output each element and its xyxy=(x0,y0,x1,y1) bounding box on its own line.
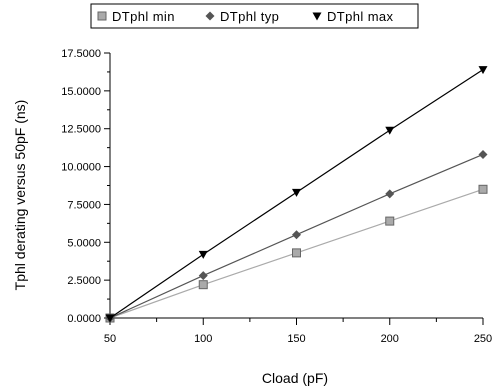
data-point-triangle xyxy=(478,66,488,75)
data-point-square xyxy=(97,11,107,21)
legend-label: DTphl max xyxy=(327,9,394,24)
x-tick-label: 250 xyxy=(474,333,492,345)
data-point-square xyxy=(478,184,488,194)
data-point-triangle xyxy=(385,126,395,135)
series-lines xyxy=(105,66,488,323)
tick-labels: 0.0000 2.5000 5.0000 7.5000 10.0000 12.5000 15… xyxy=(61,48,492,345)
data-point-diamond xyxy=(198,271,208,281)
data-point-triangle xyxy=(312,12,322,21)
y-tick-label: 10.0000 xyxy=(61,162,101,174)
y-tick-label: 5.0000 xyxy=(67,237,101,249)
data-point-triangle xyxy=(105,314,115,323)
data-point-square xyxy=(385,216,395,226)
series-diamond xyxy=(105,149,488,323)
y-tick-label: 12.5000 xyxy=(61,124,101,136)
x-tick-label: 50 xyxy=(104,333,116,345)
y-tick-label: 7.5000 xyxy=(67,199,101,211)
data-point-triangle xyxy=(292,188,301,197)
data-point-diamond xyxy=(292,230,301,240)
legend-label: DTphl typ xyxy=(220,9,279,24)
y-axis-title: Tphl derating versus 50pF (ns) xyxy=(12,100,28,291)
data-point-square xyxy=(198,280,208,290)
data-point-diamond xyxy=(205,11,215,21)
data-point-triangle xyxy=(198,250,208,259)
x-tick-label: 100 xyxy=(194,333,212,345)
legend-label: DTphl min xyxy=(112,9,175,24)
series-triangle-down xyxy=(105,66,488,323)
data-point-square xyxy=(292,248,301,258)
x-tick-label: 150 xyxy=(287,333,305,345)
x-axis-title: Cload (pF) xyxy=(262,370,328,386)
y-tick-label: 0.0000 xyxy=(67,313,101,325)
data-point-diamond xyxy=(385,189,395,199)
legend: DTphl min DTphl typ DTphl max xyxy=(90,3,419,29)
series-square xyxy=(105,184,488,323)
y-tick-label: 2.5000 xyxy=(67,275,101,287)
y-tick-label: 15.0000 xyxy=(61,86,101,98)
y-tick-label: 17.5000 xyxy=(61,48,101,60)
data-point-diamond xyxy=(478,149,488,159)
legend-box xyxy=(90,3,419,29)
x-tick-label: 200 xyxy=(381,333,399,345)
